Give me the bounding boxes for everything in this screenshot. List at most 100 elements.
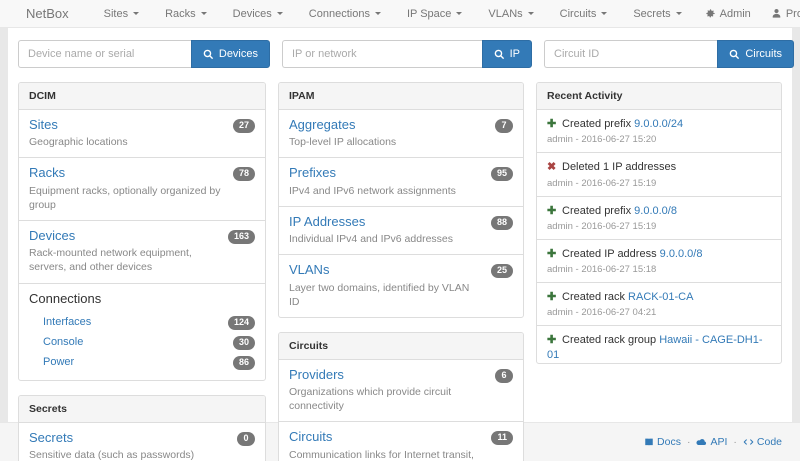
button-label: Circuits [745,48,782,60]
activity-meta: admin - 2016-06-27 04:21 [547,307,657,319]
list-item-aggregates[interactable]: Aggregates 7 Top-level IP allocations [278,110,523,159]
search-bar-row: Devices IP Circuits [18,40,794,68]
sub-item-console[interactable]: Console 30 [29,332,255,352]
link-racks[interactable]: Racks [29,165,66,181]
link-power[interactable]: Power [43,355,75,368]
link-prefixes[interactable]: Prefixes [288,165,336,181]
list-item-racks[interactable]: Racks 78 Equipment racks, optionally org… [19,158,265,222]
activity-text: ✚ Created prefix 9.0.0.0/24 [547,117,771,131]
link-secrets[interactable]: Secrets [29,429,74,445]
footer-link-docs[interactable]: Docs [644,436,681,448]
badge-interfaces-count: 124 [227,315,255,330]
link-interfaces[interactable]: Interfaces [43,315,92,328]
top-navbar: NetBox Sites Racks Devices Connections I… [0,0,800,28]
nav-label: Devices [232,7,272,20]
cross-icon: ✖ [547,161,557,174]
device-search-button[interactable]: Devices [190,40,270,68]
nav-item-racks[interactable]: Racks [152,2,220,26]
plus-icon: ✚ [547,334,557,347]
item-description: Top-level IP allocations [288,136,397,149]
ip-search-button[interactable]: IP [481,40,532,68]
ipam-item-list: Aggregates 7 Top-level IP allocations Pr… [278,110,523,317]
activity-row[interactable]: ✚ Created rack group Hawaii - CAGE-DH1-01… [537,326,781,363]
activity-row[interactable]: ✚ Created prefix 9.0.0.0/8 admin - 2016-0… [537,197,782,240]
badge-secrets-count: 0 [236,431,255,446]
circuit-search-input[interactable] [544,40,718,68]
column-activity: Recent Activity ✚ Created prefix 9.0.0.0/… [536,82,783,461]
activity-row[interactable]: ✚ Created prefix 9.0.0.0/24 admin - 2016-… [537,110,782,154]
activity-row[interactable]: ✚ Created IP address 9.0.0.0/8 admin - 20… [537,240,782,284]
activity-row[interactable]: ✖ Deleted 1 IP addresses admin - 2016-06-… [537,153,782,197]
activity-target-link[interactable]: RACK-01-CA [628,291,694,304]
sub-item-interfaces[interactable]: Interfaces 124 [29,312,255,332]
activity-target-link[interactable]: 9.0.0.0/24 [634,118,684,130]
nav-item-secrets[interactable]: Secrets [620,2,694,26]
footer-link-label: API [710,436,728,448]
list-item-ip-addresses[interactable]: IP Addresses 88 Individual IPv4 and IPv6… [278,207,523,256]
footer-links: Docs · API · Code [527,436,782,448]
list-item-secrets[interactable]: Secrets 0 Sensitive data (such as passwo… [19,423,265,461]
brand-logo[interactable]: NetBox [26,6,69,21]
connections-heading: Connections [29,290,102,306]
panel-title: IPAM [278,83,523,110]
list-item-sites[interactable]: Sites 27 Geographic locations [19,110,265,159]
nav-item-sites[interactable]: Sites [91,2,152,26]
link-sites[interactable]: Sites [29,117,58,132]
nav-item-vlans[interactable]: VLANs [475,2,546,26]
badge-aggregates-count: 7 [495,119,513,133]
nav-item-devices[interactable]: Devices [220,2,296,26]
footer-link-code[interactable]: Code [743,436,782,448]
list-item-prefixes[interactable]: Prefixes 95 IPv4 and IPv6 network assign… [278,158,523,207]
nav-item-ip-space[interactable]: IP Space [394,2,475,26]
link-circuits[interactable]: Circuits [288,429,333,445]
list-item-vlans[interactable]: VLANs 25 Layer two domains, identified b… [279,255,523,317]
panel-recent-activity: Recent Activity ✚ Created prefix 9.0.0.0/… [536,82,783,364]
link-aggregates[interactable]: Aggregates [288,117,356,132]
footer-link-api[interactable]: API [696,436,727,448]
nav-label: IP Space [406,7,452,20]
list-item-devices[interactable]: Devices 163 Rack-mounted network equipme… [19,221,265,284]
ip-search-input[interactable] [282,40,482,68]
activity-action: Created prefix [562,118,632,130]
item-description: Equipment racks, optionally organized by… [29,184,221,211]
secrets-item-list: Secrets 0 Sensitive data (such as passwo… [19,423,265,461]
device-search-input[interactable] [18,40,191,68]
chevron-down-icon [527,12,534,15]
nav-item-circuits[interactable]: Circuits [547,2,621,26]
activity-row[interactable]: ✚ Created rack RACK-01-CA admin - 2016-06… [537,283,782,327]
activity-target-link[interactable]: 9.0.0.0/8 [634,204,677,217]
activity-meta: admin - 2016-06-27 15:18 [547,264,657,276]
panel-dcim: DCIM Sites 27 Geographic locations Racks… [18,82,266,381]
activity-target-link[interactable]: 9.0.0.0/8 [659,247,703,260]
chevron-down-icon [456,12,463,15]
circuit-search-button[interactable]: Circuits [717,40,794,68]
page-content: Devices IP Circuits [8,28,794,461]
activity-action: Created prefix [562,204,632,217]
ip-search-group: IP [282,40,532,68]
footer-separator: · [686,436,691,448]
link-providers[interactable]: Providers [288,366,344,382]
nav-label: Circuits [559,7,597,20]
nav-item-connections[interactable]: Connections [296,2,394,26]
panel-title: DCIM [19,83,265,110]
nav-label: Secrets [633,7,671,20]
link-devices[interactable]: Devices [29,228,76,244]
activity-text: ✖ Deleted 1 IP addresses [547,160,771,174]
nav-item-admin[interactable]: Admin [695,2,761,26]
nav-item-profile[interactable]: Profile [761,2,800,26]
badge-devices-count: 163 [227,230,255,244]
chevron-down-icon [675,12,682,15]
sub-item-power[interactable]: Power 86 [29,352,255,372]
link-ip-addresses[interactable]: IP Addresses [288,213,366,229]
list-item-providers[interactable]: Providers 6 Organizations which provide … [278,360,523,423]
link-console[interactable]: Console [43,335,84,348]
device-search-group: Devices [18,40,270,68]
activity-text: ✚ Created prefix 9.0.0.0/8 [547,204,771,218]
activity-scroll-region[interactable]: ✚ Created prefix 9.0.0.0/24 admin - 2016-… [537,110,782,363]
activity-target-link[interactable]: Hawaii - CAGE-DH1-01 [547,334,763,361]
activity-meta: admin - 2016-06-27 15:19 [547,177,657,189]
link-vlans[interactable]: VLANs [288,262,330,278]
circuit-search-group: Circuits [544,40,794,68]
list-item-circuits[interactable]: Circuits 11 Communication links for Inte… [279,422,523,461]
item-description: Communication links for Internet transit… [288,448,474,461]
